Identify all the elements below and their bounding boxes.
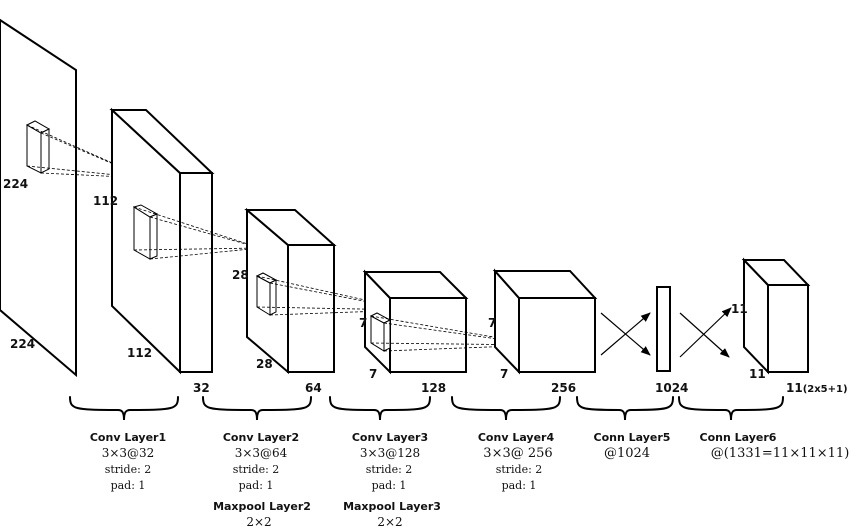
layer4-stride: stride: 2: [496, 463, 543, 476]
layer3-width-label: 7: [369, 367, 377, 381]
layer2-depth-label: 64: [305, 381, 322, 395]
layer3-title: Conv Layer3: [352, 431, 428, 444]
layer4-height-label: 7: [488, 316, 496, 330]
fc5-size-label: 1024: [655, 381, 688, 395]
fc-connection-arrows-1: [600, 312, 651, 356]
layer1-title: Conv Layer1: [90, 431, 166, 444]
input-height-label: 224: [3, 177, 28, 191]
brace-layer4: [451, 396, 561, 421]
brace-fc5: [576, 396, 674, 421]
caption-layer1: Conv Layer1 3×3@32 stride: 2 pad: 1: [90, 431, 166, 492]
layer1-pad: pad: 1: [111, 479, 146, 492]
layer4-width-label: 7: [500, 367, 508, 381]
brace-layer3: [329, 396, 431, 421]
output-block: [741, 257, 811, 375]
output-spec: @(1331=11×11×11): [711, 446, 850, 461]
layer4-block: [492, 268, 598, 375]
layer1-kernel-spec: 3×3@32: [102, 446, 155, 460]
layer3-height-label: 7: [359, 316, 367, 330]
layer1-block: [109, 107, 215, 375]
layer1-width-label: 112: [127, 346, 152, 360]
layer1-kernel: [132, 204, 261, 260]
fc5-title: Conn Layer5: [594, 431, 671, 444]
layer3-stride: stride: 2: [366, 463, 413, 476]
fc-connection-arrows-2: [679, 307, 732, 358]
output-width-label: 11: [749, 367, 766, 381]
layer2-width-label: 28: [256, 357, 273, 371]
layer4-kernel-spec: 3×3@ 256: [483, 446, 552, 461]
layer2-title: Conv Layer2: [223, 431, 299, 444]
input-width-label: 224: [10, 337, 35, 351]
fc5-bar: [656, 286, 671, 372]
layer1-depth-label: 32: [193, 381, 210, 395]
layer3-kernel-spec: 3×3@128: [360, 446, 420, 460]
layer3-pool-title: Maxpool Layer3: [343, 500, 441, 513]
layer2-pad: pad: 1: [239, 479, 274, 492]
layer2-pool-title: Maxpool Layer2: [213, 500, 311, 513]
caption-layer4: Conv Layer4 3×3@ 256 stride: 2 pad: 1: [478, 431, 555, 492]
layer2-pool-size: 2×2: [246, 515, 271, 529]
caption-fc5: Conn Layer5 @1024: [594, 431, 671, 461]
layer3-pad: pad: 1: [372, 479, 407, 492]
output-title: Conn Layer6: [700, 431, 777, 444]
layer4-depth-label: 256: [551, 381, 576, 395]
layer2-stride: stride: 2: [233, 463, 280, 476]
output-depth-label: 11(2x5+1): [786, 381, 848, 395]
caption-output: Conn Layer6 @(1331=11×11×11): [700, 431, 850, 461]
brace-output: [678, 396, 784, 421]
brace-layer1: [69, 396, 179, 421]
layer4-pad: pad: 1: [502, 479, 537, 492]
layer1-height-label: 112: [93, 194, 118, 208]
input-plane: [0, 18, 77, 378]
layer3-pool-size: 2×2: [377, 515, 402, 529]
caption-layer2: Conv Layer2 3×3@64 stride: 2 pad: 1 Maxp…: [213, 431, 311, 529]
output-height-label: 11: [731, 302, 748, 316]
layer4-title: Conv Layer4: [478, 431, 555, 444]
layer3-depth-label: 128: [421, 381, 446, 395]
layer2-kernel-spec: 3×3@64: [235, 446, 288, 460]
caption-layer3: Conv Layer3 3×3@128 stride: 2 pad: 1 Max…: [343, 431, 441, 529]
fc5-spec: @1024: [604, 446, 650, 461]
layer2-height-label: 28: [232, 268, 249, 282]
layer1-stride: stride: 2: [105, 463, 152, 476]
brace-layer2: [202, 396, 312, 421]
